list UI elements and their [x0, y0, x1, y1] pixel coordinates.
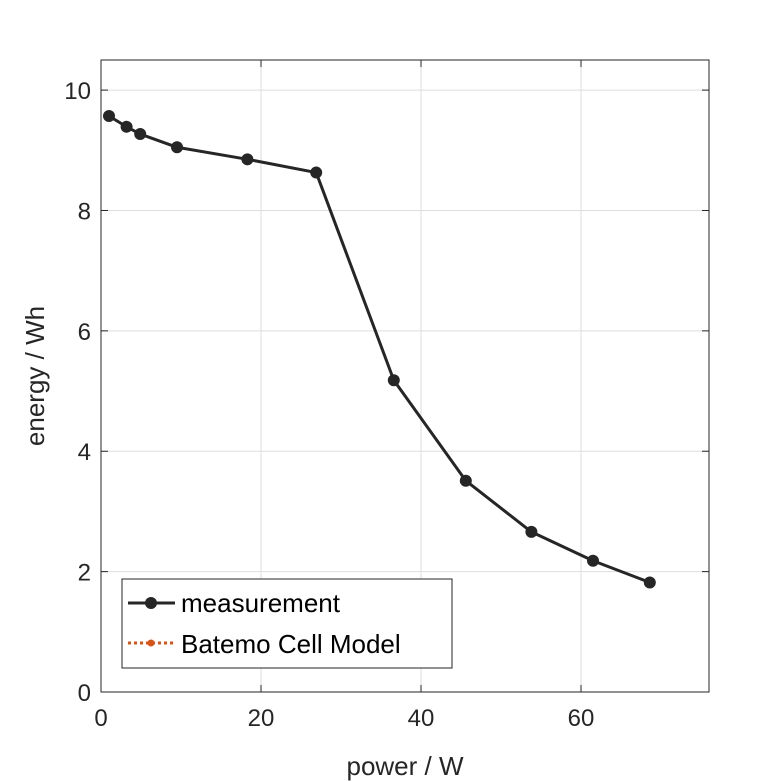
y-tick-label: 4 [78, 439, 91, 466]
tick-layer: 0 20 40 60 0 2 4 6 8 10 [64, 60, 709, 732]
y-tick-label: 0 [78, 680, 91, 707]
data-point [525, 525, 538, 538]
y-tick-label: 8 [78, 198, 91, 225]
data-point [587, 554, 599, 567]
x-tick-label: 60 [568, 705, 595, 732]
data-point [387, 374, 400, 387]
data-point [459, 474, 472, 487]
plot-frame [100, 59, 710, 693]
y-axis-title: energy / Wh [20, 306, 50, 446]
y-tick-label: 2 [78, 560, 91, 587]
data-point [241, 153, 254, 166]
legend-box [121, 578, 453, 669]
x-tick-label: 40 [408, 705, 435, 732]
legend-measurement-label: measurement [181, 588, 341, 618]
x-tick-label: 20 [248, 705, 275, 732]
data-point [120, 120, 133, 133]
data-point [643, 576, 656, 589]
legend-measurement-marker [145, 597, 157, 609]
y-tick-label: 10 [64, 78, 91, 105]
legend: measurement Batemo Cell Model [121, 578, 453, 669]
x-axis-title: power / W [346, 751, 463, 781]
series-layer [103, 109, 656, 589]
x-tick-label: 0 [94, 705, 107, 732]
grid-layer [101, 60, 709, 692]
y-tick-label: 6 [78, 319, 91, 346]
data-point [134, 128, 147, 141]
legend-batemo-label: Batemo Cell Model [181, 629, 401, 659]
data-point [103, 109, 115, 122]
series-line-0 [108, 114, 651, 584]
legend-batemo-marker [147, 639, 155, 647]
data-point [310, 166, 323, 179]
data-point [171, 141, 183, 154]
